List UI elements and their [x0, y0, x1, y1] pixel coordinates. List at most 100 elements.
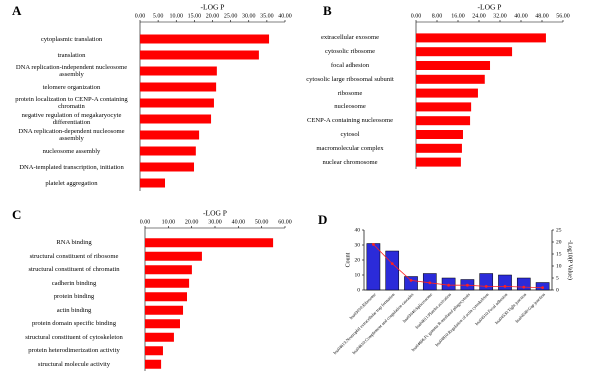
category-label: cytosol	[340, 130, 360, 138]
category-label: ribosome	[337, 89, 363, 97]
x-tick-label: 50.00	[255, 219, 269, 225]
category-label: nucleosome assembly	[42, 147, 101, 155]
x-tick-label: 15.00	[188, 13, 202, 19]
bar	[145, 332, 174, 342]
bar	[140, 50, 259, 60]
bar	[416, 143, 462, 153]
line-point	[522, 285, 526, 289]
category-label: structural constituent of chromatin	[28, 266, 120, 274]
bar	[385, 250, 400, 291]
x-tick-label: 20.00	[206, 13, 220, 19]
x-tick-label: 0.00	[135, 13, 146, 19]
bar	[416, 102, 472, 112]
category-label: nuclear chromosome	[322, 158, 378, 166]
line	[373, 244, 543, 288]
panel-label: C	[12, 207, 21, 222]
category-label: DNA replication-dependent nucleosome ass…	[18, 128, 125, 142]
category-label: DNA replication-independent nucleosome a…	[15, 64, 128, 78]
category-label: DNA-templated transcription, initiation	[19, 163, 124, 171]
bar	[404, 276, 418, 291]
category-label: CENP-A containing nucleosome	[306, 117, 394, 125]
y2-tick-label: 15	[556, 251, 562, 257]
bar	[140, 82, 217, 92]
y2-tick-label: 5	[556, 275, 559, 281]
bar	[416, 33, 546, 43]
category-label: structural constituent of ribosome	[29, 252, 119, 260]
line-point	[447, 283, 450, 287]
y2-axis-title: -Log10(P Value)	[567, 240, 574, 280]
axis-title: -LOG P	[201, 3, 225, 12]
bar	[416, 157, 461, 167]
line-point	[484, 285, 488, 288]
category-label: telomere organization	[42, 83, 101, 91]
bar	[140, 162, 195, 172]
bar	[145, 278, 190, 288]
x-tick-label: 30.00	[242, 13, 256, 19]
category-label: nucleosome	[334, 103, 366, 111]
category-label: protein binding	[53, 293, 95, 301]
bar	[416, 74, 485, 84]
category-label: macromolecular complex	[316, 144, 384, 152]
category-label: protein domain specific binding	[31, 320, 117, 328]
x-tick-label: 30.00	[208, 219, 222, 225]
bar	[145, 319, 180, 329]
bar	[416, 88, 478, 98]
axis-title: -LOG P	[478, 3, 502, 12]
x-tick-label: hsa04611:Platelet activation	[414, 291, 452, 329]
x-tick-label: hsa04510:Focal adhesion	[474, 291, 509, 326]
x-tick-label: 16.00	[451, 13, 465, 19]
y-tick-label: 30	[355, 242, 361, 248]
line-point	[409, 279, 413, 282]
y2-tick-label: 0	[556, 287, 559, 293]
bar	[145, 346, 163, 356]
y-axis-title: Count	[345, 252, 351, 267]
category-label: cytoplasmic translation	[40, 35, 103, 43]
x-tick-label: 10.00	[170, 13, 184, 19]
bar	[416, 116, 471, 126]
line-point	[372, 243, 375, 246]
y-tick-label: 40	[355, 227, 361, 233]
bar	[145, 359, 162, 369]
category-label: extracellular exosome	[320, 34, 380, 42]
bar	[140, 130, 200, 140]
category-label: cytosolic large ribosomal subunit	[306, 75, 394, 83]
category-label: translation	[57, 51, 86, 59]
y-tick-label: 0	[357, 287, 360, 293]
y2-tick-label: 10	[556, 263, 562, 269]
category-label: RNA binding	[56, 239, 92, 247]
bar	[145, 265, 192, 275]
line-point	[428, 281, 432, 285]
line-point	[390, 262, 394, 265]
x-tick-label: 0.00	[411, 13, 422, 19]
x-tick-label: 24.00	[472, 13, 486, 19]
category-label: negative regulation of megakaryocyte dif…	[21, 112, 122, 126]
y2-tick-label: 20	[556, 239, 562, 245]
x-tick-label: 56.00	[556, 13, 570, 19]
bar	[145, 305, 184, 315]
line-point	[541, 286, 544, 289]
x-tick-label: 48.00	[535, 13, 549, 19]
x-tick-label: 5.00	[153, 13, 164, 19]
panel-label: B	[323, 3, 332, 18]
x-tick-label: 40.00	[278, 13, 292, 19]
x-tick-label: 32.00	[493, 13, 507, 19]
x-tick-label: 35.00	[260, 13, 274, 19]
x-tick-label: 25.00	[224, 13, 238, 19]
panel-label: D	[318, 212, 327, 227]
category-label: structural molecule activity	[37, 360, 111, 368]
bar	[140, 114, 212, 124]
bar	[140, 34, 270, 44]
bar	[145, 238, 274, 248]
category-label: structural constituent of cytoskeleton	[25, 333, 123, 341]
x-tick-label: 0.00	[140, 219, 151, 225]
x-tick-label: 10.00	[162, 219, 176, 225]
x-tick-label: 60.00	[278, 219, 292, 225]
x-tick-label: 40.00	[232, 219, 246, 225]
bar	[140, 98, 214, 108]
bar	[140, 178, 166, 188]
bar	[145, 251, 202, 261]
category-label: cadherin binding	[51, 279, 97, 287]
bar	[145, 292, 187, 302]
